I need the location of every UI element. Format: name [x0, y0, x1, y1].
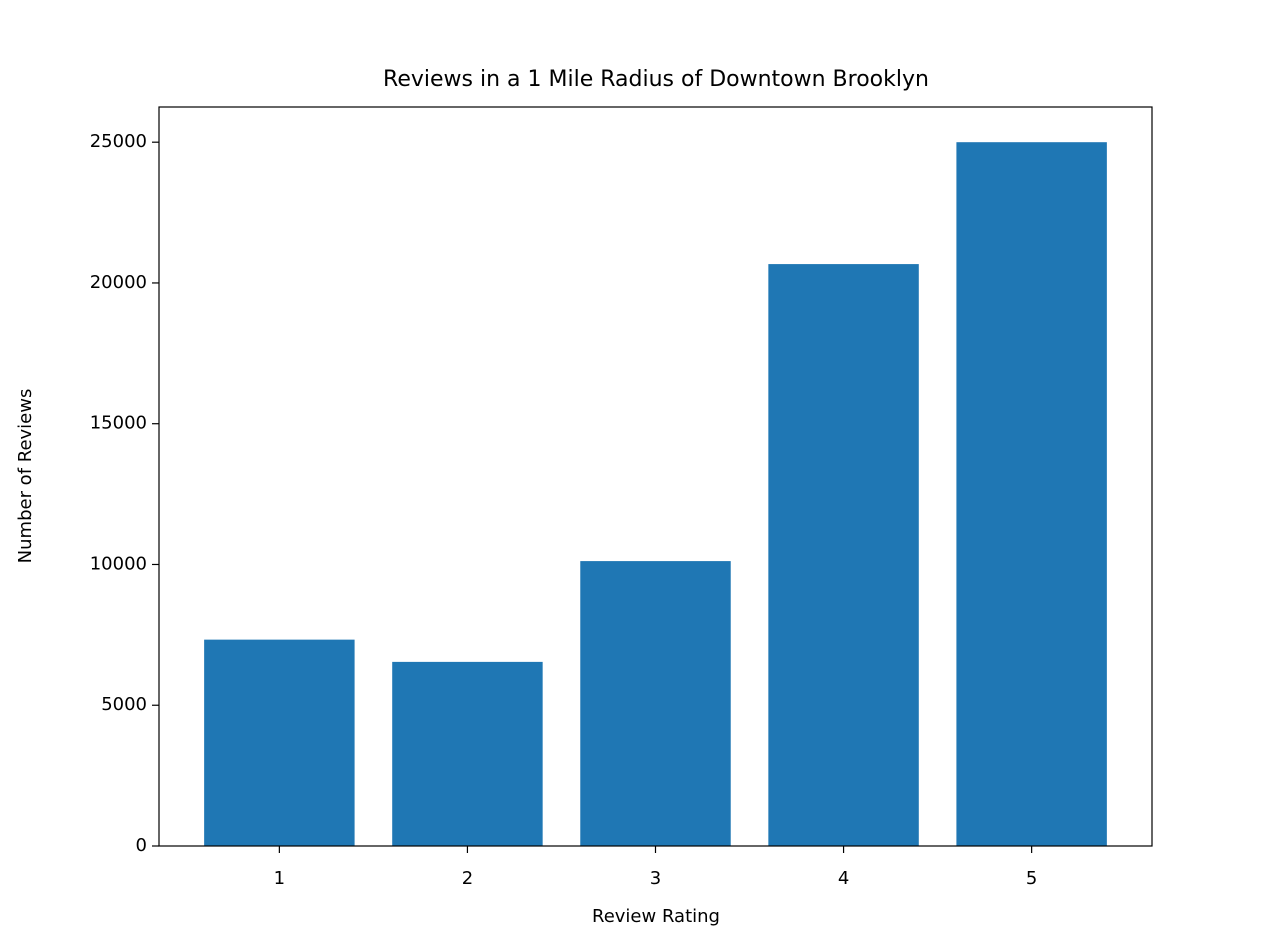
- bar: [956, 142, 1107, 846]
- chart-title: Reviews in a 1 Mile Radius of Downtown B…: [383, 67, 929, 92]
- x-tick-label: 3: [650, 868, 661, 889]
- y-tick-label: 25000: [90, 131, 147, 152]
- x-axis-label: Review Rating: [592, 906, 720, 927]
- bar: [392, 661, 543, 846]
- plot-frame: [158, 106, 1153, 847]
- y-tick-label: 5000: [101, 694, 147, 715]
- y-tick-label: 10000: [90, 553, 147, 574]
- x-tick-label: 2: [462, 868, 473, 889]
- x-tick-label: 1: [274, 868, 285, 889]
- bar: [768, 264, 919, 846]
- y-tick-label: 15000: [90, 413, 147, 434]
- x-tick-label: 5: [1026, 868, 1037, 889]
- bar: [204, 639, 355, 846]
- y-tick-label: 0: [136, 835, 147, 856]
- y-axis-label: Number of Reviews: [15, 389, 36, 564]
- y-tick-label: 20000: [90, 272, 147, 293]
- bar: [580, 561, 731, 846]
- x-tick-label: 4: [838, 868, 849, 889]
